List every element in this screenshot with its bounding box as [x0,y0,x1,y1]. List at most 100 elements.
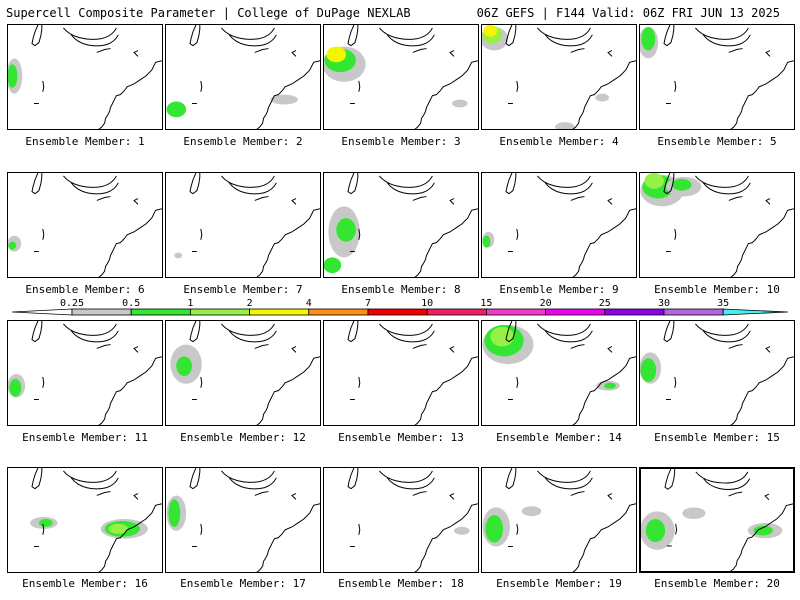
coastline [256,356,320,425]
river [516,376,519,388]
lake-michigan [664,469,676,490]
cape-cod [449,198,455,205]
cape-cod [449,493,455,500]
river [200,523,203,535]
scp-contour [671,178,692,191]
ensemble-member-label: Ensemble Member: 16 [22,577,148,590]
legend-bin [71,308,132,316]
lake-huron [702,330,751,343]
cape-cod [291,493,297,500]
ensemble-member-label: Ensemble Member: 1 [25,135,145,148]
ensemble-panel-4 [481,24,637,130]
ensemble-panel-17 [165,467,321,573]
coastline [730,356,794,425]
lake-huron [70,330,119,343]
ensemble-panel-6 [7,172,163,278]
scp-contour [453,526,470,535]
river [516,228,519,240]
scp-contour [168,499,181,527]
scp-contour [682,507,706,520]
ensemble-panel-14 [481,320,637,426]
lake-michigan [189,468,201,490]
lake-huron [544,34,593,47]
lake-superior [63,27,117,40]
scp-contour [336,218,356,242]
river [674,376,677,388]
legend-tick-label: 25 [598,298,611,309]
map-member-15 [640,321,794,425]
lake-huron [386,182,435,195]
lake-michigan [663,173,675,195]
lake-superior [379,323,433,336]
map-member-7 [174,173,320,277]
legend-tick-label: 0.5 [122,298,141,309]
legend-bin [545,308,606,316]
lake-michigan [189,321,201,343]
river [358,80,361,92]
scp-contour [166,101,187,118]
map-member-10 [640,173,794,277]
lake-superior [537,175,591,188]
lake-huron [702,34,751,47]
lake-erie [96,491,111,496]
cape-cod [133,50,139,57]
lake-superior [537,27,591,40]
lake-huron [544,182,593,195]
cape-cod [764,493,770,501]
ensemble-member-label: Ensemble Member: 19 [496,577,622,590]
lake-michigan [505,321,517,343]
ensemble-panel-8 [323,172,479,278]
lake-michigan [505,468,517,490]
ensemble-panel-3 [323,24,479,130]
river [42,228,45,240]
legend-bin [308,308,369,316]
coastline [572,356,636,425]
legend-bin [426,308,487,316]
lake-erie [412,48,427,53]
legend-tick-label: 7 [364,298,372,309]
cape-cod [291,50,297,57]
map-member-13 [347,321,478,425]
lake-michigan [31,468,43,490]
lake-michigan [31,25,43,47]
scp-contour [482,235,491,248]
lake-erie [96,48,111,53]
lake-superior [379,27,433,40]
river [358,228,361,240]
lake-superior [695,175,749,188]
ensemble-member-label: Ensemble Member: 17 [180,577,306,590]
lake-superior [537,323,591,336]
ensemble-panel-19 [481,467,637,573]
lake-michigan [189,25,201,47]
legend-tick-label: 10 [421,298,434,309]
legend-tick-label: 4 [305,298,312,309]
coastline [256,60,320,129]
legend-arrow-high [722,308,788,316]
lake-michigan [189,173,201,195]
coastline [98,503,162,572]
ensemble-member-label: Ensemble Member: 8 [341,283,461,296]
lake-huron [544,330,593,343]
lake-superior [695,471,749,484]
river [358,376,361,388]
lake-erie [570,491,585,496]
lake-erie [254,491,269,496]
lake-erie [412,491,427,496]
lake-superior [695,323,749,336]
lake-erie [412,196,427,201]
lake-superior [221,175,275,188]
lake-superior [63,175,117,188]
lake-huron [703,478,751,490]
scp-contour [521,506,542,517]
lake-michigan [663,25,675,47]
map-member-19 [482,468,636,572]
river [200,376,203,388]
cape-cod [449,346,455,353]
legend-tick-label: 30 [657,298,671,309]
ensemble-member-label: Ensemble Member: 2 [183,135,303,148]
lake-michigan [347,25,359,47]
map-member-1 [8,25,162,129]
ensemble-member-label: Ensemble Member: 4 [499,135,619,148]
cape-cod [607,50,613,57]
lake-huron [70,34,119,47]
